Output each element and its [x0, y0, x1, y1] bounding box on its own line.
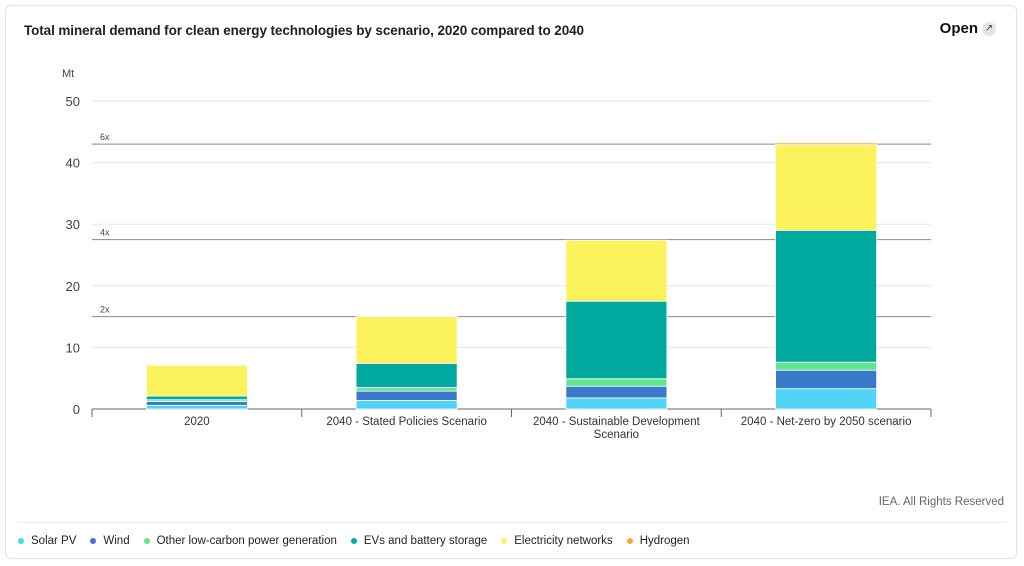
bar-segment-electricity-networks[interactable] [145, 364, 248, 397]
expand-arrows-icon: ↗ [982, 21, 996, 36]
y-tick-label: 20 [66, 279, 80, 294]
bar-segment-other-low-carbon-power-generation[interactable] [565, 378, 668, 387]
bar-segment-wind[interactable] [565, 385, 668, 399]
legend-swatch [18, 538, 24, 544]
bar-segment-evs-and-battery-storage[interactable] [565, 300, 668, 380]
legend-item-wind[interactable]: Wind [90, 535, 130, 547]
reference-line-label: 2x [100, 305, 110, 315]
legend-swatch [350, 538, 357, 544]
bar-segment-solar-pv[interactable] [775, 388, 878, 410]
bar-segment-electricity-networks[interactable] [775, 144, 878, 231]
legend-item-other-low-carbon-power-generation[interactable]: Other low-carbon power generation [143, 535, 337, 547]
bar-segment-other-low-carbon-power-generation[interactable] [355, 387, 458, 392]
legend-item-solar-pv[interactable]: Solar PV [18, 535, 76, 547]
bar-segment-evs-and-battery-storage[interactable] [775, 229, 878, 363]
legend-label: Wind [103, 535, 130, 547]
x-category-label: 2040 - Sustainable Development [533, 416, 701, 428]
x-category-label: Scenario [594, 429, 639, 441]
y-axis-unit-label: Mt [62, 68, 74, 80]
legend-swatch [626, 538, 633, 544]
y-tick-label: 40 [66, 156, 80, 171]
bar-segment-electricity-networks[interactable] [355, 316, 458, 364]
legend-swatch [143, 538, 150, 544]
legend-label: Other low-carbon power generation [156, 535, 337, 547]
open-button[interactable]: Open ↗ [940, 20, 996, 37]
y-tick-label: 50 [66, 94, 80, 109]
bar-segment-hydrogen[interactable] [775, 142, 878, 146]
bar-segment-wind[interactable] [145, 401, 248, 406]
x-category-label: 2040 - Net-zero by 2050 scenario [741, 416, 912, 428]
y-tick-label: 30 [66, 217, 80, 232]
legend-swatch [501, 538, 508, 544]
reference-line-label: 6x [100, 132, 110, 142]
bar-segment-wind[interactable] [775, 369, 878, 390]
copyright-credit: IEA. All Rights Reserved [878, 496, 1004, 508]
bar-segment-solar-pv[interactable] [145, 404, 248, 410]
legend-label: EVs and battery storage [363, 535, 488, 547]
bar-segment-evs-and-battery-storage[interactable] [355, 363, 458, 388]
stacked-bar-chart: 0 10 20 30 40 50 Mt 2x 4x 6x 2020 2040 - Stated Pol… [62, 68, 932, 441]
bar-segment-solar-pv[interactable] [565, 397, 668, 410]
chart-legend: Solar PV Wind Other low-carbon power gener… [18, 535, 690, 547]
legend-label: Hydrogen [639, 535, 690, 547]
bar-segment-evs-and-battery-storage[interactable] [145, 395, 248, 401]
bar-segment-other-low-carbon-power-generation[interactable] [775, 361, 878, 371]
legend-label: Solar PV [31, 535, 77, 547]
legend-divider [18, 522, 1006, 523]
x-category-label: 2040 - Stated Policies Scenario [326, 416, 486, 428]
bar-segment-solar-pv[interactable] [355, 399, 458, 410]
legend-item-electricity-networks[interactable]: Electricity networks [501, 535, 613, 547]
reference-line-label: 4x [100, 228, 110, 238]
y-tick-label: 0 [73, 402, 80, 417]
legend-item-evs-and-battery-storage[interactable]: EVs and battery storage [350, 535, 488, 547]
y-tick-label: 10 [66, 340, 80, 355]
bar-segment-electricity-networks[interactable] [565, 239, 668, 302]
x-category-label: 2020 [184, 416, 210, 428]
legend-label: Electricity networks [514, 535, 613, 547]
bar-segment-wind[interactable] [355, 390, 458, 401]
legend-swatch [90, 538, 97, 544]
open-button-label: Open [939, 20, 978, 37]
legend-item-hydrogen[interactable]: Hydrogen [626, 535, 690, 547]
chart-title: Total mineral demand for clean energy te… [24, 23, 584, 38]
